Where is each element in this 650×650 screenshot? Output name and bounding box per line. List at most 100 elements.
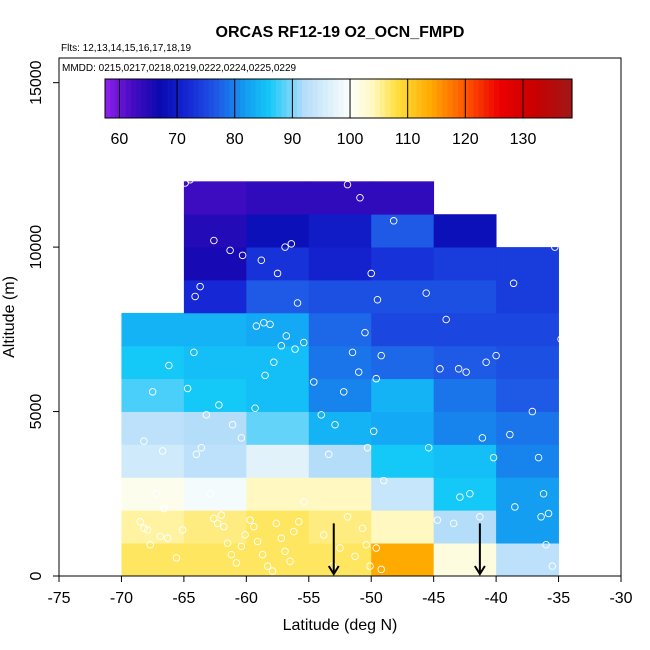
observation-point xyxy=(227,550,236,559)
heatmap-cell xyxy=(371,247,435,281)
observation-point xyxy=(140,524,148,533)
colorbar-segment xyxy=(302,79,308,118)
observation-point xyxy=(339,388,348,396)
observation-point xyxy=(379,476,388,485)
observation-point xyxy=(442,315,450,324)
heatmap-cell xyxy=(496,543,559,577)
colorbar-segment xyxy=(271,79,277,118)
colorbar-segment xyxy=(317,79,324,118)
y-axis-label: Altitude (m) xyxy=(1,276,18,358)
colorbar-tick-label: 100 xyxy=(337,131,364,148)
observation-point xyxy=(277,534,286,542)
observation-point xyxy=(433,516,442,524)
observation-point xyxy=(293,299,302,307)
colorbar-segment xyxy=(395,79,402,118)
observation-point xyxy=(456,493,464,501)
colorbar-segment xyxy=(156,79,163,118)
observation-point xyxy=(213,519,222,528)
heatmap-cell xyxy=(183,477,247,511)
heatmap-cell xyxy=(121,411,185,445)
observation-point xyxy=(366,562,374,570)
heatmap-cell xyxy=(371,411,435,445)
y-axis: 0 5000 10000 15000 xyxy=(28,60,59,580)
observation-point xyxy=(136,517,144,526)
colorbar-segment xyxy=(468,79,475,118)
heatmap-cell xyxy=(496,312,559,347)
observation-point xyxy=(272,519,281,528)
colorbar-tick-label: 80 xyxy=(226,131,244,148)
colorbar-tick-label: 110 xyxy=(395,131,421,148)
heatmap-cell xyxy=(308,345,372,380)
colorbar-segment xyxy=(255,79,262,118)
observation-point xyxy=(476,513,484,521)
heatmap-cell xyxy=(371,214,435,248)
observation-point xyxy=(348,348,357,357)
x-tick-label: -30 xyxy=(609,590,632,607)
heatmap-cell xyxy=(121,312,185,347)
observation-point xyxy=(257,256,266,265)
observation-point xyxy=(436,365,444,373)
heatmap-cell xyxy=(371,543,435,577)
colorbar-segment xyxy=(546,79,552,118)
heatmap-cell xyxy=(308,280,372,314)
heatmap-cell xyxy=(183,214,247,248)
colorbar-segment xyxy=(348,79,355,118)
y-tick-label: 5000 xyxy=(28,394,45,430)
observation-point xyxy=(528,407,537,416)
observation-point xyxy=(373,295,382,304)
observation-point xyxy=(354,368,363,376)
colorbar-segment xyxy=(146,79,153,118)
colorbar-segment xyxy=(276,79,283,118)
colorbar-segment xyxy=(167,79,174,118)
y-tick-label: 10000 xyxy=(28,225,45,270)
colorbar-segment xyxy=(364,79,371,118)
observation-point xyxy=(277,342,286,350)
observation-point xyxy=(291,345,299,353)
colorbar-segment xyxy=(182,79,189,118)
observation-point xyxy=(183,384,192,393)
heatmap-cell xyxy=(246,214,310,248)
x-tick-label: -50 xyxy=(360,590,383,607)
observation-point xyxy=(253,537,262,546)
observation-point xyxy=(226,246,234,255)
observation-point xyxy=(270,358,278,366)
heatmap-cell xyxy=(308,510,372,544)
colorbar-segment xyxy=(494,79,500,118)
colorbar-segment xyxy=(333,79,340,118)
observation-point xyxy=(206,490,214,498)
observation-point xyxy=(250,522,258,531)
heatmap-cell xyxy=(371,181,435,215)
colorbar-segment xyxy=(343,79,350,118)
colorbar-segment xyxy=(437,79,443,118)
observation-point xyxy=(542,541,550,549)
colorbar-segment xyxy=(219,79,225,118)
colorbar-segment xyxy=(483,79,490,118)
colorbar-segment xyxy=(245,79,251,118)
heatmap-cell xyxy=(121,345,185,380)
heatmap-cell xyxy=(246,378,310,412)
heatmap-cell xyxy=(433,378,497,412)
observation-point xyxy=(462,368,470,376)
observation-point xyxy=(282,332,291,340)
observation-point xyxy=(160,504,168,513)
observation-point xyxy=(372,544,380,552)
observation-point xyxy=(557,335,565,343)
colorbar-segment xyxy=(566,79,573,118)
heatmap-cell xyxy=(183,378,247,412)
observation-point xyxy=(246,164,254,172)
colorbar-segment xyxy=(411,79,417,118)
observation-point xyxy=(356,194,364,202)
arrow-marker-head xyxy=(474,565,486,576)
heatmap-cell xyxy=(308,247,372,281)
heatmap-cell xyxy=(246,345,310,380)
colorbar-segment xyxy=(307,79,314,118)
heatmap-cell xyxy=(496,510,559,544)
colorbar-segment xyxy=(421,79,428,118)
observation-point xyxy=(197,443,206,452)
heatmap-cell xyxy=(183,345,247,380)
colorbar-segment xyxy=(141,79,148,118)
observation-point xyxy=(268,567,277,575)
observation-point xyxy=(358,524,367,533)
colorbar-segment xyxy=(442,79,449,118)
